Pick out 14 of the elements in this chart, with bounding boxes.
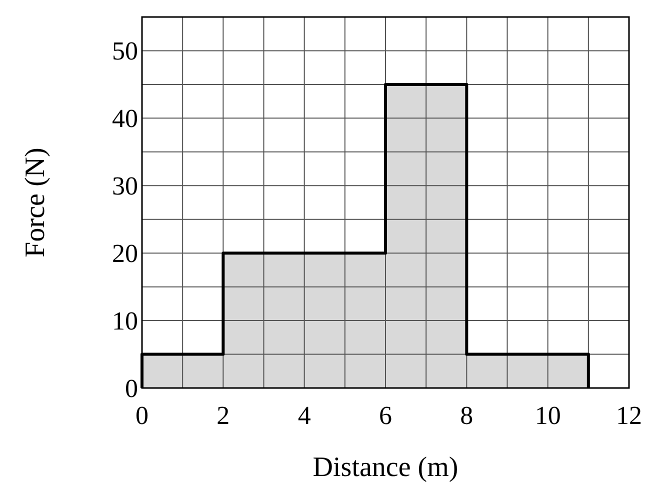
x-tick-label: 12 bbox=[616, 401, 642, 430]
x-tick-label: 8 bbox=[460, 401, 474, 430]
x-tick-label: 4 bbox=[298, 401, 311, 430]
y-tick-label: 30 bbox=[112, 172, 138, 201]
x-tick-label: 10 bbox=[534, 401, 561, 430]
y-tick-label: 10 bbox=[112, 306, 138, 336]
y-axis-title: Force (N) bbox=[20, 148, 51, 258]
x-tick-label: 2 bbox=[216, 401, 230, 430]
x-axis-title: Distance (m) bbox=[312, 452, 458, 483]
y-tick-label: 20 bbox=[112, 239, 138, 268]
y-tick-label: 50 bbox=[112, 36, 138, 66]
x-tick-label: 6 bbox=[379, 401, 392, 430]
y-tick-label: 0 bbox=[125, 374, 138, 403]
y-tick-label: 40 bbox=[112, 104, 138, 134]
